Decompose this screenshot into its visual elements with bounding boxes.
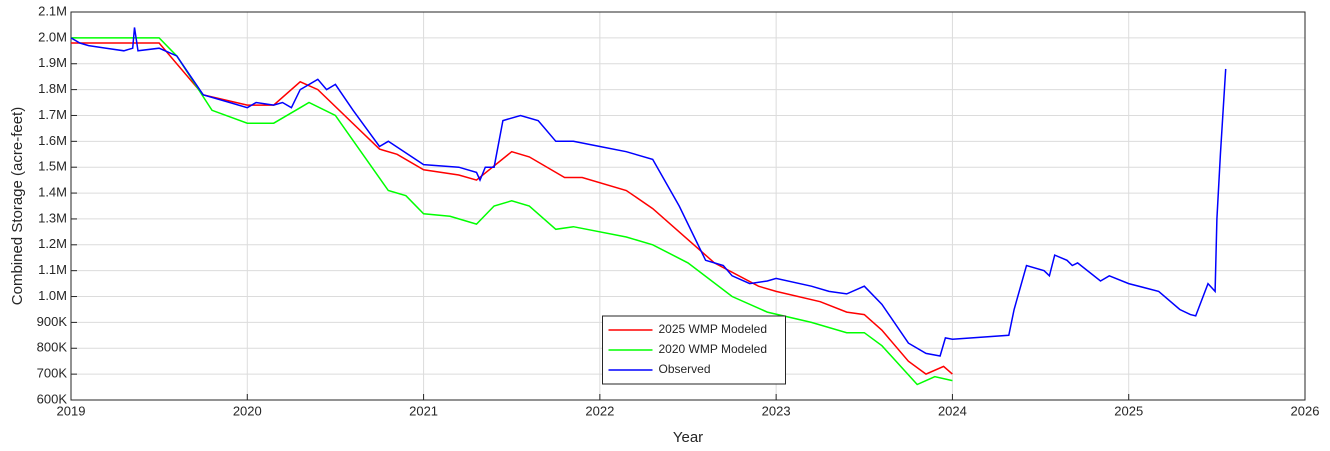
y-tick-label: 700K bbox=[37, 366, 68, 381]
x-tick-label: 2022 bbox=[585, 403, 614, 418]
series-line bbox=[71, 37, 953, 386]
x-tick-label: 2020 bbox=[233, 403, 262, 418]
y-tick-label: 1.2M bbox=[38, 236, 67, 251]
legend-label: 2025 WMP Modeled bbox=[659, 322, 768, 336]
y-tick-label: 1.7M bbox=[38, 107, 67, 122]
y-tick-label: 1.4M bbox=[38, 185, 67, 200]
y-tick-label: 1.8M bbox=[38, 81, 67, 96]
y-tick-label: 900K bbox=[37, 314, 68, 329]
x-tick-label: 2025 bbox=[1114, 403, 1143, 418]
y-tick-label: 2.0M bbox=[38, 29, 67, 44]
y-axis-label: Combined Storage (acre-feet) bbox=[9, 107, 26, 305]
y-tick-label: 1.5M bbox=[38, 159, 67, 174]
series-line bbox=[70, 27, 1227, 357]
series-line bbox=[71, 42, 953, 375]
x-axis-label: Year bbox=[673, 429, 703, 446]
y-tick-label: 1.1M bbox=[38, 262, 67, 277]
y-tick-label: 1.0M bbox=[38, 288, 67, 303]
y-tick-label: 1.3M bbox=[38, 210, 67, 225]
legend-label: 2020 WMP Modeled bbox=[659, 342, 768, 356]
x-tick-label: 2019 bbox=[57, 403, 86, 418]
x-tick-label: 2023 bbox=[762, 403, 791, 418]
y-tick-label: 800K bbox=[37, 340, 68, 355]
y-tick-label: 600K bbox=[37, 391, 68, 406]
x-tick-label: 2024 bbox=[938, 403, 967, 418]
y-tick-label: 1.6M bbox=[38, 133, 67, 148]
y-tick-label: 1.9M bbox=[38, 55, 67, 70]
plot-frame bbox=[70, 11, 1306, 401]
legend-label: Observed bbox=[659, 362, 711, 376]
x-tick-label: 2021 bbox=[409, 403, 438, 418]
y-tick-label: 2.1M bbox=[38, 3, 67, 18]
x-tick-label: 2026 bbox=[1291, 403, 1320, 418]
